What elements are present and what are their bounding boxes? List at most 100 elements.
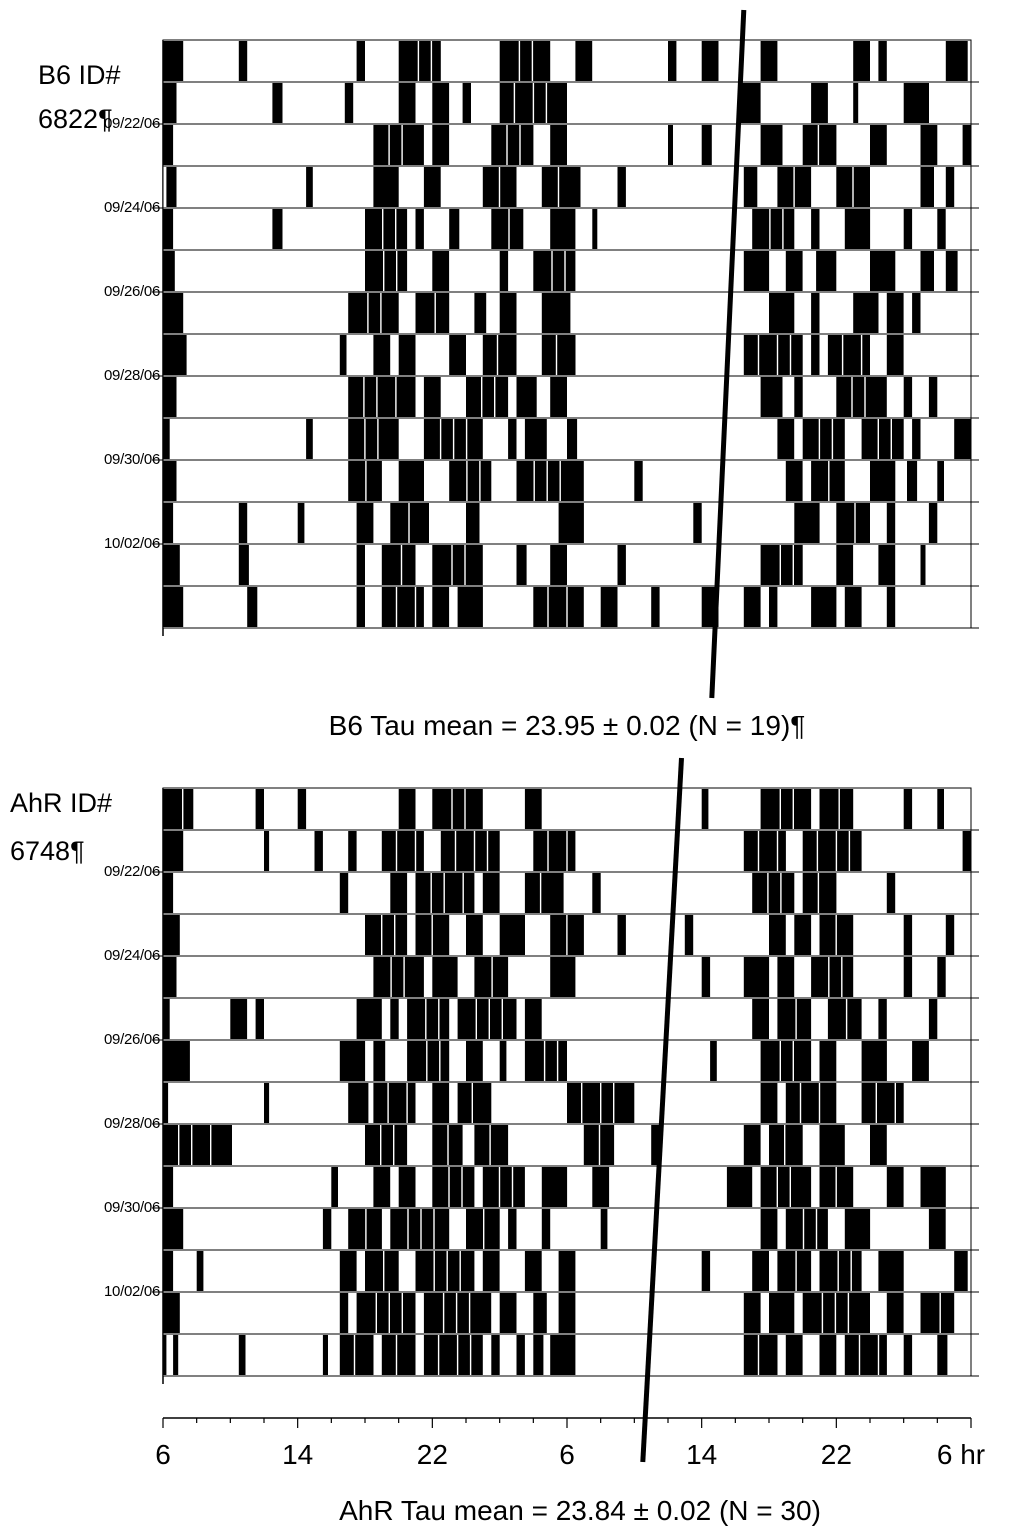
activity-gap <box>367 293 369 333</box>
date-label: 09/28/06 <box>104 1115 160 1132</box>
activity-gap <box>532 83 535 123</box>
activity-bout <box>836 377 887 417</box>
activity-bout <box>920 167 934 207</box>
activity-bout <box>491 125 534 165</box>
activity-gap <box>513 83 516 123</box>
activity-bout <box>356 1293 416 1333</box>
activity-bout <box>163 503 174 543</box>
date-label: 09/26/06 <box>104 283 160 300</box>
activity-bout <box>432 83 450 123</box>
activity-bout <box>920 545 926 585</box>
activity-bout <box>550 377 567 417</box>
ahr-actogram-panel: AhR ID# 6748¶ 09/22/0609/24/0609/26/0609… <box>10 787 979 1384</box>
day-row <box>162 871 979 915</box>
activity-gap <box>506 125 508 165</box>
activity-bout <box>794 915 812 955</box>
activity-bout <box>760 377 783 417</box>
activity-bout <box>432 125 450 165</box>
activity-bout <box>878 999 887 1039</box>
activity-bout <box>482 1167 525 1207</box>
activity-bout <box>457 1083 492 1123</box>
activity-bout <box>238 503 248 543</box>
activity-bout <box>785 461 803 501</box>
activity-gap <box>442 1293 445 1333</box>
activity-gap <box>877 1335 880 1375</box>
activity-bout <box>541 335 576 375</box>
activity-gap <box>462 873 464 913</box>
day-row <box>162 123 979 167</box>
activity-bout <box>853 41 870 81</box>
activity-bout <box>550 545 567 585</box>
activity-bout <box>785 251 803 291</box>
activity-bout <box>163 377 177 417</box>
activity-bout <box>163 789 194 829</box>
activity-gap <box>533 461 535 501</box>
activity-bout <box>163 293 184 333</box>
activity-gap <box>380 293 382 333</box>
activity-bout <box>861 1041 887 1081</box>
activity-bout <box>760 1041 812 1081</box>
day-row-frame <box>162 39 972 83</box>
activity-bout <box>592 1167 610 1207</box>
day-row-frame <box>162 1123 972 1167</box>
activity-gap <box>363 377 365 417</box>
day-row <box>162 207 979 251</box>
activity-bout <box>752 209 795 249</box>
activity-gap <box>488 999 490 1039</box>
activity-bout <box>785 1083 837 1123</box>
activity-bout <box>726 1167 753 1207</box>
activity-gap <box>439 419 442 459</box>
activity-bout <box>423 167 441 207</box>
activity-bout <box>701 957 711 997</box>
activity-gap <box>375 1293 377 1333</box>
activity-bout <box>466 1209 500 1249</box>
activity-gap <box>465 419 468 459</box>
activity-bout <box>651 1125 660 1165</box>
activity-gap <box>851 377 853 417</box>
activity-bout <box>524 789 542 829</box>
activity-bout <box>550 1335 576 1375</box>
activity-gap <box>793 167 795 207</box>
activity-bout <box>339 873 349 913</box>
activity-bout <box>398 1167 416 1207</box>
activity-bout <box>373 167 399 207</box>
activity-bout <box>306 167 313 207</box>
activity-gap <box>835 831 838 871</box>
activity-bout <box>651 587 660 627</box>
activity-bout <box>533 1293 547 1333</box>
activity-bout <box>592 209 598 249</box>
activity-gap <box>581 1083 583 1123</box>
b6-actogram-panel: B6 ID# 6822¶ 09/22/0609/24/0609/26/0609/… <box>38 39 979 741</box>
onset-line <box>709 9 747 699</box>
activity-gap <box>784 1125 786 1165</box>
day-row <box>162 81 979 125</box>
activity-bout <box>861 419 904 459</box>
date-label: 09/24/06 <box>104 947 160 964</box>
activity-gap <box>835 1167 837 1207</box>
activity-bout <box>634 461 643 501</box>
activity-bout <box>844 1335 887 1375</box>
activity-bout <box>912 419 921 459</box>
activity-bout <box>684 915 694 955</box>
ahr-tau-mean-label: AhR Tau mean = 23.84 ± 0.02 (N = 30) <box>339 1495 821 1526</box>
activity-bout <box>928 503 938 543</box>
activity-bout <box>163 587 184 627</box>
activity-bout <box>398 335 416 375</box>
activity-bout <box>381 587 424 627</box>
activity-bout <box>516 545 527 585</box>
activity-bout <box>907 461 918 501</box>
activity-gap <box>451 789 453 829</box>
activity-gap <box>388 1293 390 1333</box>
activity-gap <box>547 831 549 871</box>
activity-bout <box>255 789 264 829</box>
activity-bout <box>163 1167 174 1207</box>
activity-gap <box>395 831 398 871</box>
activity-gap <box>767 873 769 913</box>
ahr-actogram-plot <box>162 787 979 1384</box>
activity-bout <box>550 209 576 249</box>
activity-gap <box>598 1125 601 1165</box>
activity-gap <box>438 999 440 1039</box>
activity-bout <box>760 41 778 81</box>
activity-bout <box>415 873 475 913</box>
activity-bout <box>356 587 365 627</box>
